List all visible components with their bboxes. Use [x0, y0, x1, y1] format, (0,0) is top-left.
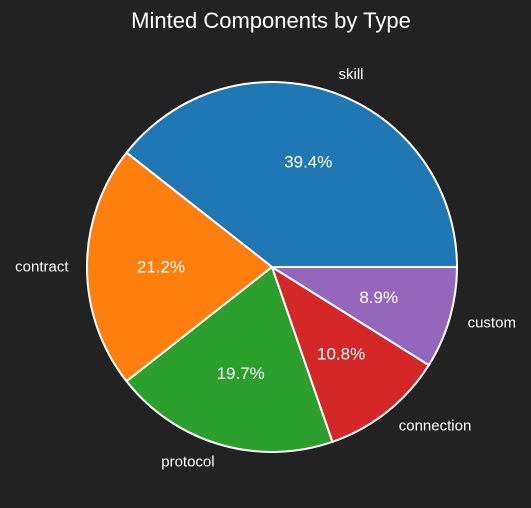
slice-protocol — [125, 266, 334, 453]
category-label-custom: custom — [468, 315, 516, 332]
pie-slices — [86, 81, 458, 453]
chart-title: Minted Components by Type — [131, 8, 411, 33]
slice-contract — [86, 151, 273, 383]
category-label-protocol: protocol — [161, 454, 214, 471]
slice-skill — [125, 81, 458, 268]
slice-custom — [271, 266, 458, 367]
category-label-connection: connection — [399, 418, 472, 435]
percent-label-protocol: 19.7% — [217, 364, 265, 383]
percent-label-contract: 21.2% — [137, 258, 185, 277]
category-label-contract: contract — [15, 259, 69, 276]
category-label-skill: skill — [339, 66, 364, 83]
slice-connection — [271, 266, 430, 443]
pie-labels: 39.4% skill 21.2% contract 19.7% protocol 10.8… — [15, 66, 516, 471]
percent-label-connection: 10.8% — [317, 344, 365, 363]
percent-label-custom: 8.9% — [359, 288, 398, 307]
percent-label-skill: 39.4% — [284, 153, 332, 172]
